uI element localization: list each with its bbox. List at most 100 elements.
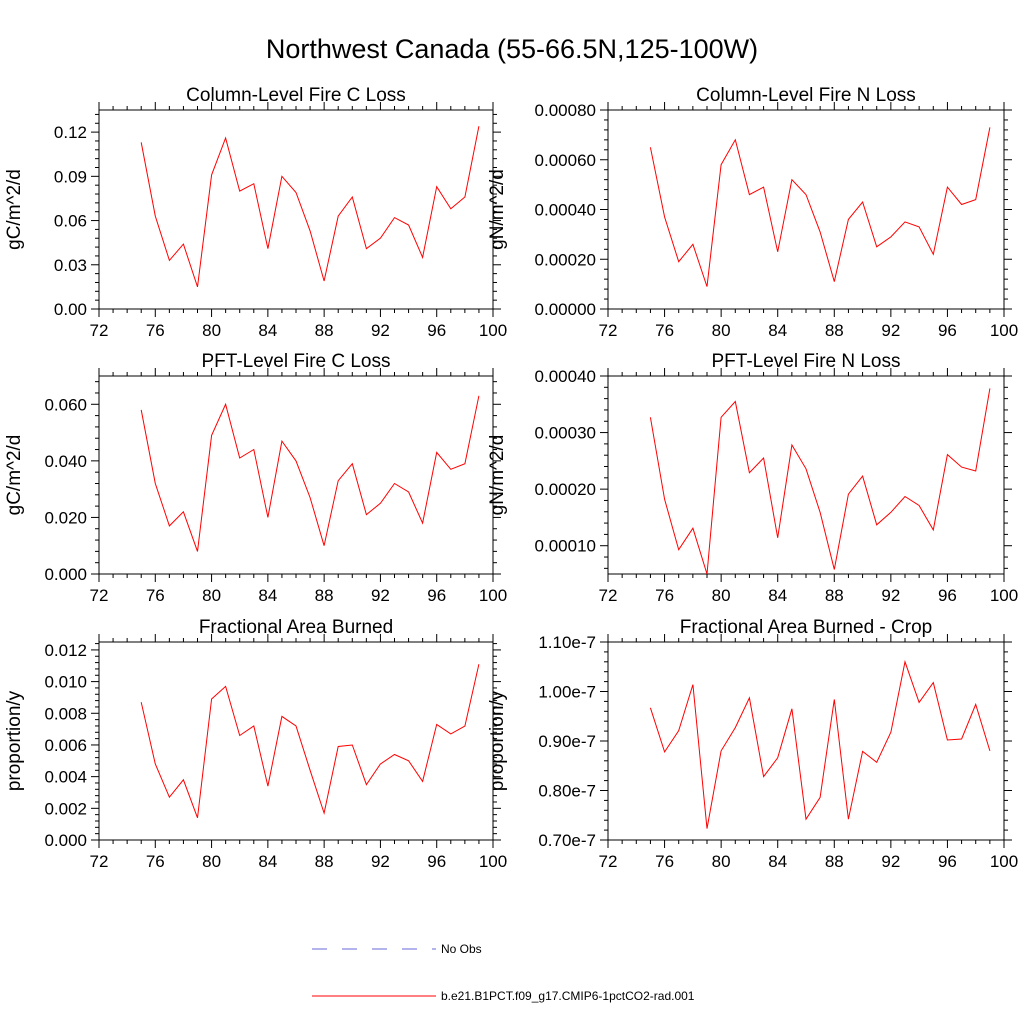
panel-4-xtick-label: 76 — [655, 586, 674, 605]
panel-2-xtick-label: 76 — [655, 321, 674, 340]
panel-4-xtick-label: 96 — [938, 586, 957, 605]
panel-3-ytick-label: 0.020 — [44, 508, 87, 527]
panel-4-series-line — [649, 388, 991, 575]
figure-title: Northwest Canada (55-66.5N,125-100W) — [265, 34, 759, 64]
panel-2-xtick-label: 88 — [825, 321, 844, 340]
panel-2-xtick-label: 72 — [599, 321, 618, 340]
panel-1-xtick-label: 84 — [258, 321, 277, 340]
panel-6-xtick-label: 100 — [990, 852, 1018, 871]
panel-3-frame — [98, 375, 494, 575]
panel-3-xtick-label: 76 — [146, 586, 165, 605]
panel-1-xtick-label: 88 — [315, 321, 334, 340]
panel-4-ytick-label: 0.00040 — [535, 367, 596, 386]
panel-5-xtick-label: 96 — [427, 852, 446, 871]
panel-1-xtick-label: 100 — [479, 321, 507, 340]
panel-5-title: Fractional Area Burned — [199, 617, 393, 638]
panel-5-ytick-label: 0.010 — [44, 673, 87, 692]
panel-2-xtick-label: 84 — [768, 321, 787, 340]
panel-5-series-line — [140, 664, 480, 818]
panel-1-ytick-label: 0.06 — [54, 212, 87, 231]
panel-5-frame — [98, 641, 494, 841]
panel-6-xtick-label: 88 — [825, 852, 844, 871]
panel-5-xtick-label: 76 — [146, 852, 165, 871]
panel-2-ytick-label: 0.00020 — [535, 250, 596, 269]
panel-5-ytick-label: 0.000 — [44, 831, 87, 850]
panel-3-xtick-label: 80 — [202, 586, 221, 605]
panel-1-frame — [98, 109, 494, 310]
panel-2-xtick-label: 80 — [712, 321, 731, 340]
panel-3-ytick-label: 0.040 — [44, 452, 87, 471]
panel-3-title: PFT-Level Fire C Loss — [202, 351, 391, 372]
panel-1-ylabel: gC/m^2/d — [4, 169, 25, 250]
panel-1-ytick-label: 0.12 — [54, 123, 87, 142]
panel-2-xtick-label: 92 — [881, 321, 900, 340]
panel-1-xtick-label: 72 — [90, 321, 109, 340]
panel-3-xtick-label: 92 — [371, 586, 390, 605]
panel-2-ytick-label: 0.00080 — [535, 101, 596, 120]
panel-6-frame — [607, 641, 1005, 841]
panel-6-ytick-label: 0.70e-7 — [538, 831, 596, 850]
panel-5-ytick-label: 0.004 — [44, 768, 87, 787]
panel-3-ylabel: gC/m^2/d — [4, 435, 25, 516]
panel-4-xtick-label: 72 — [599, 586, 618, 605]
panel-1-ytick-label: 0.09 — [54, 167, 87, 186]
legend-label-model: b.e21.B1PCT.f09_g17.CMIP6-1pctCO2-rad.00… — [441, 989, 695, 1003]
panel-1-ytick-label: 0.00 — [54, 300, 87, 319]
panel-1-xtick-label: 96 — [427, 321, 446, 340]
panel-1-xtick-label: 76 — [146, 321, 165, 340]
panel-2-title: Column-Level Fire N Loss — [696, 85, 916, 106]
panel-5-xtick-label: 88 — [315, 852, 334, 871]
panel-4-xtick-label: 80 — [712, 586, 731, 605]
panel-2-xtick-label: 96 — [938, 321, 957, 340]
panel-3-xtick-label: 84 — [258, 586, 277, 605]
panel-4-frame — [607, 375, 1005, 575]
panel-2-xtick-label: 100 — [990, 321, 1018, 340]
panel-4-xtick-label: 100 — [990, 586, 1018, 605]
panel-6-xtick-label: 76 — [655, 852, 674, 871]
panel-6-ytick-label: 0.90e-7 — [538, 732, 596, 751]
panel-6-series-line — [649, 659, 991, 829]
panel-3-xtick-label: 72 — [90, 586, 109, 605]
panel-6-ytick-label: 1.10e-7 — [538, 633, 596, 652]
panel-5-xtick-label: 72 — [90, 852, 109, 871]
panel-1-ytick-label: 0.03 — [54, 256, 87, 275]
panel-6-ylabel: proportion/y — [487, 690, 508, 791]
panel-3-ytick-label: 0.000 — [44, 565, 87, 584]
legend-label-no-obs: No Obs — [441, 942, 482, 956]
panel-2-series-line — [649, 127, 991, 287]
panel-1-xtick-label: 92 — [371, 321, 390, 340]
panel-3-series-line — [140, 395, 480, 552]
panel-6-xtick-label: 84 — [768, 852, 787, 871]
panel-5-xtick-label: 92 — [371, 852, 390, 871]
panel-6-title: Fractional Area Burned - Crop — [680, 617, 932, 638]
panel-5-ytick-label: 0.012 — [44, 641, 87, 660]
panel-3-xtick-label: 88 — [315, 586, 334, 605]
panel-4-xtick-label: 88 — [825, 586, 844, 605]
panel-6-ytick-label: 1.00e-7 — [538, 683, 596, 702]
panel-2-ytick-label: 0.00040 — [535, 201, 596, 220]
panel-1-series-line — [140, 126, 480, 288]
panel-5-ytick-label: 0.002 — [44, 799, 87, 818]
panel-1-xtick-label: 80 — [202, 321, 221, 340]
panel-3-xtick-label: 96 — [427, 586, 446, 605]
panel-4-ytick-label: 0.00020 — [535, 480, 596, 499]
panel-4-ylabel: gN/m^2/d — [487, 435, 508, 516]
panel-6-xtick-label: 92 — [881, 852, 900, 871]
panel-4-ytick-label: 0.00010 — [535, 537, 596, 556]
panel-5-ytick-label: 0.008 — [44, 704, 87, 723]
panel-4-title: PFT-Level Fire N Loss — [712, 351, 901, 372]
panel-5-xtick-label: 100 — [479, 852, 507, 871]
panel-2-ytick-label: 0.00060 — [535, 151, 596, 170]
panel-5-xtick-label: 84 — [258, 852, 277, 871]
panel-6-ytick-label: 0.80e-7 — [538, 782, 596, 801]
panel-2-ytick-label: 0.00000 — [535, 300, 596, 319]
panel-4-ytick-label: 0.00030 — [535, 424, 596, 443]
panel-5-ytick-label: 0.006 — [44, 736, 87, 755]
panel-5-ylabel: proportion/y — [4, 690, 25, 791]
panel-3-xtick-label: 100 — [479, 586, 507, 605]
panel-6-xtick-label: 72 — [599, 852, 618, 871]
panel-2-frame — [607, 109, 1005, 310]
panel-1-title: Column-Level Fire C Loss — [186, 85, 406, 106]
panel-2-ylabel: gN/m^2/d — [487, 169, 508, 250]
